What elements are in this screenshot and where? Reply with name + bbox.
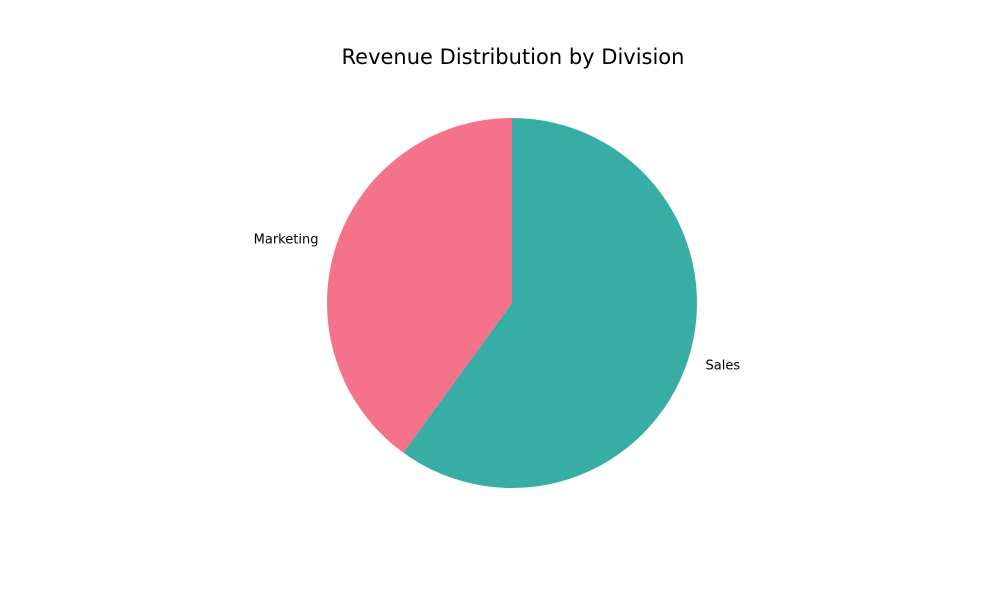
pie-slices bbox=[327, 118, 697, 489]
pie-slice-marketing bbox=[327, 118, 512, 453]
chart-title: Revenue Distribution by Division bbox=[342, 45, 685, 69]
pie-label-sales: Sales bbox=[706, 358, 741, 373]
pie-label-marketing: Marketing bbox=[254, 233, 319, 248]
pie-slice-sales bbox=[403, 118, 697, 489]
pie-labels: Sales Marketing bbox=[254, 233, 741, 374]
